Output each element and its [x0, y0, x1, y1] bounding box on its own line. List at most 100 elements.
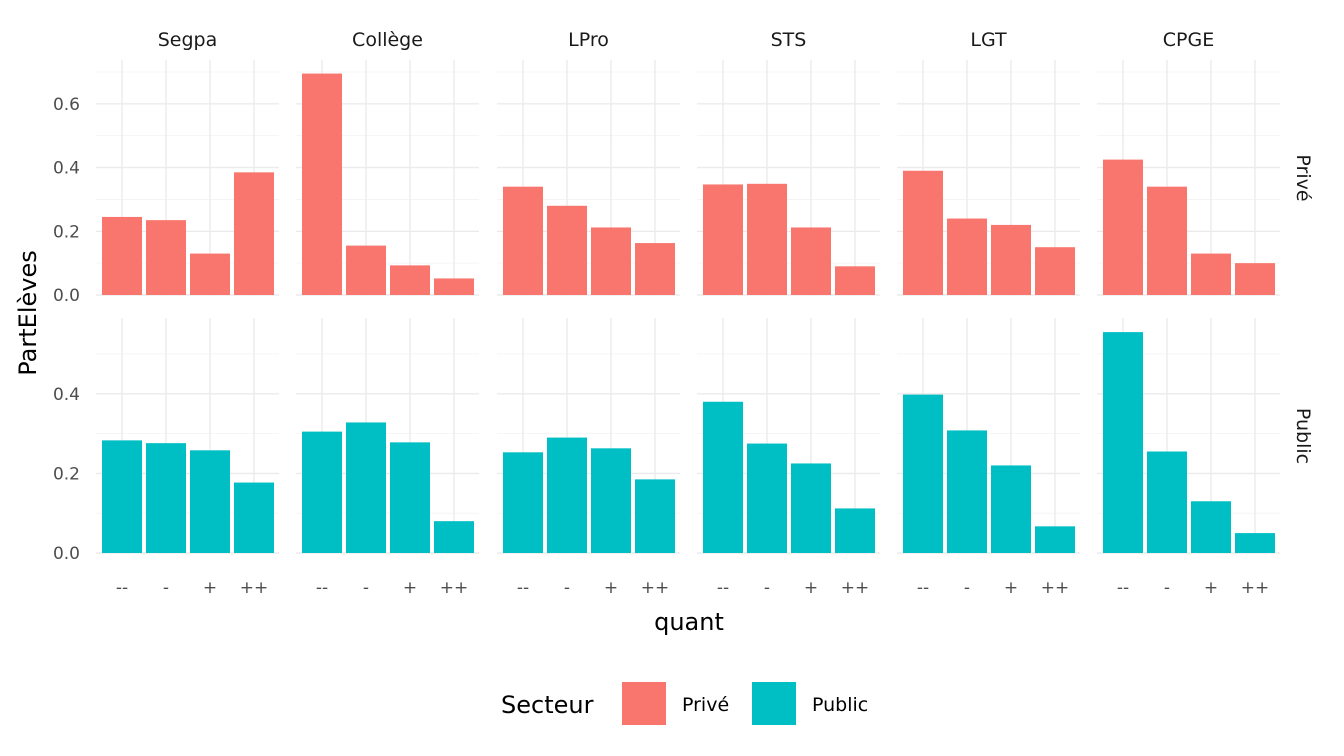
bar-public-collège-2: [390, 442, 430, 553]
bar-public-lgt-3: [1035, 526, 1075, 553]
panel-privé-lpro: [497, 60, 680, 296]
y-tick-label: 0.2: [53, 464, 80, 484]
column-strips: Segpa Collège LPro STS LGT CPGE: [158, 29, 1214, 51]
row-strip-privé: Privé: [1292, 154, 1314, 201]
y-tick-label: 0.0: [53, 286, 80, 306]
panel-privé-lgt: [897, 60, 1080, 296]
x-tick-label: -: [964, 578, 970, 598]
bar-privé-cpge-2: [1191, 253, 1231, 295]
bar-privé-sts-0: [703, 184, 743, 295]
bar-public-sts-2: [791, 463, 831, 553]
bar-privé-collège-2: [390, 265, 430, 295]
bar-public-sts-0: [703, 401, 743, 553]
column-strip-lpro: LPro: [568, 29, 609, 51]
legend-key-public: [752, 682, 796, 725]
x-tick-label: -: [1164, 578, 1170, 598]
bar-privé-sts-3: [835, 266, 875, 295]
y-tick-label: 0.0: [53, 544, 80, 564]
bar-public-lgt-1: [947, 430, 987, 553]
bar-public-lpro-2: [591, 448, 631, 553]
x-tick-label: --: [316, 578, 328, 598]
bar-privé-sts-1: [747, 183, 787, 295]
panels-layer: 0.00.20.40.60.00.20.4-- - + ++ -- - + ++ -- - + ++ -…: [53, 60, 1280, 598]
bar-privé-segpa-1: [146, 220, 186, 295]
bar-privé-segpa-3: [234, 172, 274, 295]
x-tick-label: --: [717, 578, 729, 598]
panel-public-lgt: [897, 318, 1080, 554]
panel-public-lpro: [497, 318, 680, 554]
bar-public-sts-3: [835, 508, 875, 553]
x-tick-label: +: [604, 578, 618, 598]
bar-privé-lgt-2: [991, 224, 1031, 295]
legend: Secteur Privé Public: [501, 682, 868, 725]
column-strip-lgt: LGT: [970, 29, 1007, 51]
bar-public-sts-1: [747, 443, 787, 553]
legend-title: Secteur: [501, 691, 594, 719]
x-tick-label: ++: [1241, 578, 1270, 598]
bar-privé-lgt-1: [947, 218, 987, 295]
x-tick-label: +: [804, 578, 818, 598]
bar-public-cpge-0: [1103, 332, 1143, 553]
x-tick-label: -: [363, 578, 369, 598]
column-strip-segpa: Segpa: [158, 29, 218, 51]
column-strip-cpge: CPGE: [1163, 29, 1214, 51]
row-strip-public: Public: [1292, 408, 1314, 464]
y-axis-title: PartElèves: [14, 250, 42, 375]
bar-privé-lpro-2: [591, 227, 631, 295]
x-tick-label: ++: [641, 578, 670, 598]
x-tick-label: -: [564, 578, 570, 598]
y-tick-label: 0.2: [53, 222, 80, 242]
x-tick-label: ++: [1041, 578, 1070, 598]
legend-key-prive: [622, 682, 666, 725]
bar-privé-collège-3: [434, 278, 474, 295]
y-tick-label: 0.4: [53, 385, 80, 405]
x-axis-title: quant: [654, 608, 724, 636]
y-tick-label: 0.6: [53, 95, 80, 115]
bar-public-lgt-2: [991, 465, 1031, 553]
panel-privé-segpa: [96, 60, 279, 296]
bar-privé-lpro-3: [635, 243, 675, 295]
bar-privé-sts-2: [791, 227, 831, 295]
x-tick-label: ++: [440, 578, 469, 598]
panel-privé-sts: [697, 60, 880, 296]
bar-privé-lgt-0: [903, 170, 943, 295]
legend-label-public: Public: [812, 694, 868, 716]
x-tick-label: -: [764, 578, 770, 598]
x-tick-label: --: [517, 578, 529, 598]
panel-public-collège: [296, 318, 479, 554]
bar-privé-lpro-0: [503, 186, 543, 295]
panel-public-cpge: [1097, 318, 1280, 554]
bar-public-segpa-2: [190, 450, 230, 553]
bar-public-lpro-1: [547, 437, 587, 553]
bar-privé-collège-0: [302, 73, 342, 295]
x-tick-label: +: [203, 578, 217, 598]
bar-public-lgt-0: [903, 394, 943, 553]
y-tick-label: 0.4: [53, 159, 80, 179]
bar-privé-cpge-3: [1235, 263, 1275, 295]
x-tick-label: -: [163, 578, 169, 598]
bar-privé-segpa-0: [102, 216, 142, 295]
x-tick-label: --: [1117, 578, 1129, 598]
panel-public-segpa: [96, 318, 279, 554]
row-strips: Privé Public: [1292, 154, 1314, 464]
bar-privé-cpge-0: [1103, 159, 1143, 295]
bar-public-segpa-1: [146, 443, 186, 553]
bar-public-collège-3: [434, 521, 474, 553]
bar-public-lpro-0: [503, 452, 543, 553]
column-strip-collège: Collège: [352, 29, 423, 51]
bar-public-collège-0: [302, 431, 342, 553]
x-tick-label: +: [1004, 578, 1018, 598]
bar-privé-cpge-1: [1147, 186, 1187, 295]
bar-privé-collège-1: [346, 245, 386, 295]
bar-public-cpge-3: [1235, 533, 1275, 553]
bar-privé-segpa-2: [190, 253, 230, 295]
bar-public-cpge-2: [1191, 501, 1231, 553]
panel-public-sts: [697, 318, 880, 554]
x-tick-label: ++: [841, 578, 870, 598]
bar-public-segpa-3: [234, 482, 274, 553]
bar-public-segpa-0: [102, 440, 142, 553]
bar-public-lpro-3: [635, 479, 675, 553]
panel-privé-cpge: [1097, 60, 1280, 296]
x-tick-label: --: [116, 578, 128, 598]
